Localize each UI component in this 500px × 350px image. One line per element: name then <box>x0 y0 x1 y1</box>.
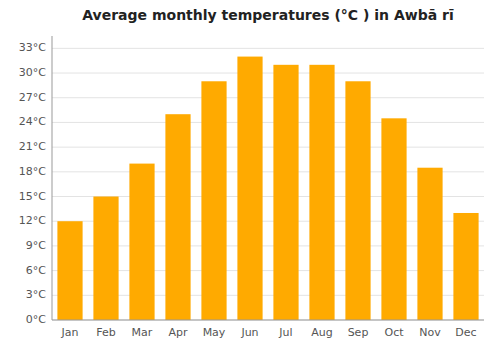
y-tick-label: 15°C <box>19 190 46 203</box>
y-tick-label: 33°C <box>19 41 46 54</box>
y-tick-label: 27°C <box>19 91 46 104</box>
x-tick-label: Sep <box>348 326 369 339</box>
x-tick-label: Apr <box>168 326 188 339</box>
bar <box>57 221 82 320</box>
y-tick-label: 24°C <box>19 115 46 128</box>
title: Average monthly temperatures (°C ) in Aw… <box>82 7 454 23</box>
y-tick-label: 0°C <box>26 313 46 326</box>
y-tick-label: 30°C <box>19 66 46 79</box>
bar <box>129 164 154 320</box>
y-axis-line <box>52 36 53 320</box>
chart: Average monthly temperatures (°C ) in Aw… <box>0 0 500 350</box>
grid-line <box>52 122 484 123</box>
y-tick-label: 12°C <box>19 214 46 227</box>
y-tick-label: 18°C <box>19 165 46 178</box>
x-axis-line <box>52 320 484 321</box>
bar <box>417 168 442 320</box>
y-tick-label: 9°C <box>26 239 46 252</box>
y-tick-label: 6°C <box>26 264 46 277</box>
x-tick-label: Jul <box>278 326 292 339</box>
grid-line <box>52 320 484 321</box>
bar <box>453 213 478 320</box>
x-tick-label: Mar <box>132 326 153 339</box>
bar <box>201 81 226 320</box>
bar <box>93 197 118 320</box>
x-tick-label: Aug <box>311 326 332 339</box>
x-tick-label: Feb <box>96 326 115 339</box>
bar <box>237 57 262 320</box>
x-tick-label: Nov <box>419 326 441 339</box>
grid-line <box>52 73 484 74</box>
bar <box>381 118 406 320</box>
bar <box>273 65 298 320</box>
y-tick-label: 21°C <box>19 140 46 153</box>
x-tick-labels: Jan Feb Mar Apr May Jun Jul Aug Sep Oct Nov Dec <box>61 326 477 339</box>
bars <box>57 57 478 320</box>
x-tick-label: Dec <box>455 326 476 339</box>
x-tick-label: Jan <box>61 326 79 339</box>
bar <box>345 81 370 320</box>
y-tick-label: 3°C <box>26 288 46 301</box>
y-tick-labels: 0°C 3°C 6°C 9°C 12°C 15°C 18°C 21°C 24°C 27°C 30°C… <box>19 41 46 326</box>
grid-line <box>52 48 484 49</box>
x-tick-label: Jun <box>240 326 258 339</box>
grid <box>52 48 484 320</box>
bar <box>309 65 334 320</box>
grid-line <box>52 147 484 148</box>
x-tick-label: May <box>203 326 226 339</box>
bar <box>165 114 190 320</box>
x-tick-label: Oct <box>384 326 404 339</box>
grid-line <box>52 97 484 98</box>
